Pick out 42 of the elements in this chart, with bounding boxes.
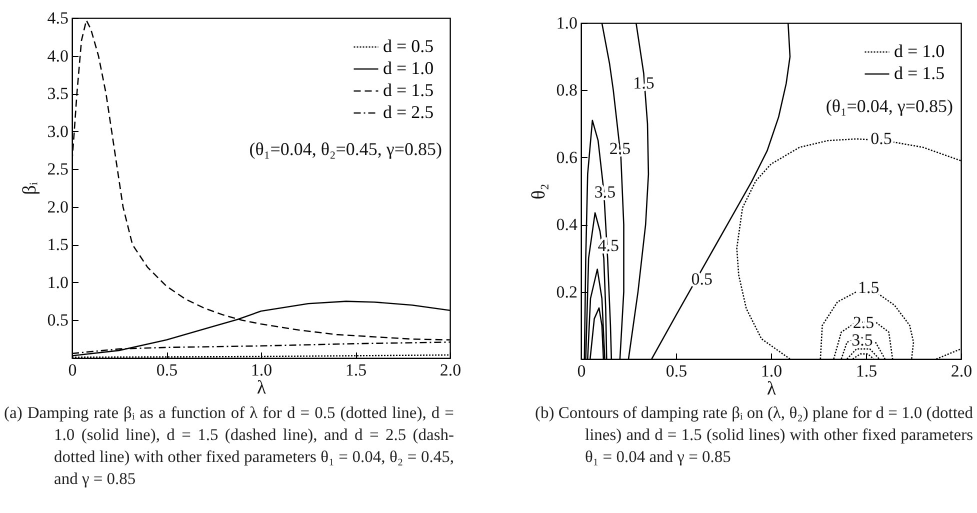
annotation: 3.5: [852, 330, 873, 350]
legend-label: d = 1.5: [894, 63, 945, 83]
x-axis-title: λ: [256, 378, 267, 398]
annotation: (θ₁=0.04, γ=0.85): [826, 96, 953, 116]
x-tick-label: 0: [577, 362, 586, 380]
y-tick-label: 4.0: [47, 46, 68, 66]
annotation: 0.5: [870, 128, 892, 148]
x-tick-label: 2.0: [440, 360, 462, 380]
x-tick-label: 1.0: [250, 360, 272, 380]
y-axis-title: βᵢ: [19, 182, 40, 195]
legend-label: d = 2.5: [383, 102, 434, 122]
text: (b) Contours of damping rate βᵢ on (λ, θ₂) plane for d = 1.0 (dotted lines) and d = 1.5 (solid lines) with other fixed parameters θ₁ = 0.04 and γ = 0.85: [535, 402, 973, 468]
x-tick-label: 1.0: [760, 362, 782, 380]
x-axis-title: λ: [766, 378, 777, 400]
y-tick-label: 1.5: [47, 235, 68, 254]
x-tick-label: 0: [68, 360, 77, 380]
x-tick-label: 1.5: [345, 360, 367, 380]
annotation: 2.5: [852, 313, 874, 332]
x-tick-label: 0.5: [156, 360, 178, 380]
y-tick-label: 4.5: [47, 8, 68, 28]
y-tick-label: 3.0: [47, 122, 68, 141]
y-axis-title: θ₂: [528, 184, 550, 200]
y-tick-label: 2.5: [47, 160, 68, 179]
legend-label: d = 1.5: [383, 80, 434, 100]
legend-label: d = 1.0: [894, 41, 945, 61]
legend-label: d = 1.0: [383, 58, 434, 78]
x-tick-label: 1.5: [856, 362, 878, 380]
x-tick-label: 0.5: [666, 362, 688, 380]
y-tick-label: 3.5: [47, 84, 68, 104]
y-tick-label: 0.2: [556, 282, 578, 302]
y-tick-label: 0.4: [556, 215, 578, 234]
annotation: (θ₁=0.04, θ₂=0.45, γ=0.85): [249, 139, 442, 159]
text: (a) Damping rate βᵢ as a function of λ for d = 0.5 (dotted line), d = 1.0 (solid line), d = 1.5 (dashed line), and d = 2.5 (dash-dotted line) with other fixed parameters θ₁ = 0.04, θ₂ = 0.45, and γ = 0.85: [4, 402, 454, 490]
y-tick-label: 0.8: [556, 80, 578, 100]
x-tick-label: 2.0: [950, 362, 972, 380]
annotation: 1.5: [858, 278, 880, 297]
y-tick-label: 0.6: [556, 148, 578, 167]
y-tick-label: 1.0: [556, 14, 578, 32]
y-tick-label: 1.0: [47, 272, 68, 292]
y-tick-label: 0.5: [47, 310, 68, 330]
y-tick-label: 2.0: [47, 197, 68, 216]
legend-label: d = 0.5: [383, 36, 434, 56]
